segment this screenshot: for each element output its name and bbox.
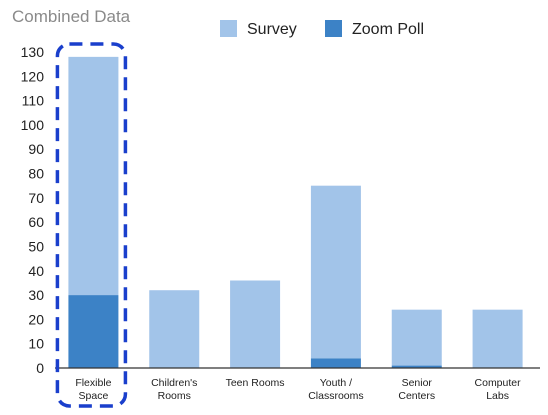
y-tick-label: 0 xyxy=(36,360,44,376)
legend-swatch-survey xyxy=(220,20,237,37)
y-tick-label: 20 xyxy=(28,311,44,327)
highlight-outline xyxy=(55,42,128,408)
bar-survey-4 xyxy=(391,309,442,366)
legend-label: Zoom Poll xyxy=(352,21,424,38)
x-tick-label: Teen Rooms xyxy=(226,377,285,389)
legend: Survey Zoom Poll xyxy=(220,20,424,38)
bar-survey-5 xyxy=(472,309,523,368)
y-axis: 0 10 20 30 40 50 60 70 80 90 100 110 120 130 xyxy=(21,44,45,376)
y-tick-label: 120 xyxy=(21,68,45,84)
bar-survey-0 xyxy=(68,56,119,296)
y-tick-label: 110 xyxy=(22,93,45,109)
y-tick-label: 130 xyxy=(21,44,45,60)
x-tick-label: Classrooms xyxy=(308,390,363,402)
x-tick-label: Senior xyxy=(402,377,433,389)
y-tick-label: 80 xyxy=(28,166,44,182)
bar-survey-1 xyxy=(149,290,200,368)
legend-swatch-zoom-poll xyxy=(325,20,342,37)
y-tick-label: 10 xyxy=(28,336,44,352)
bar-zoom-poll-3 xyxy=(310,358,361,368)
bar-zoom-poll-0 xyxy=(68,295,119,368)
bars xyxy=(68,56,523,368)
y-tick-label: 30 xyxy=(28,287,44,303)
bar-survey-2 xyxy=(230,280,281,368)
legend-label: Survey xyxy=(247,21,297,38)
x-tick-label: Flexible xyxy=(75,377,111,389)
x-tick-label: Youth / xyxy=(320,377,352,389)
y-tick-label: 100 xyxy=(21,117,45,133)
y-tick-label: 60 xyxy=(28,214,44,230)
x-tick-label: Children's xyxy=(151,377,197,389)
bar-survey-3 xyxy=(310,185,361,359)
x-tick-label: Labs xyxy=(486,390,509,402)
x-tick-label: Rooms xyxy=(158,390,191,402)
chart-title: Combined Data xyxy=(12,7,131,26)
y-tick-label: 70 xyxy=(28,190,44,206)
x-tick-label: Centers xyxy=(398,390,435,402)
highlight-group xyxy=(55,42,128,408)
y-tick-label: 50 xyxy=(28,238,44,254)
y-tick-label: 90 xyxy=(28,141,44,157)
y-tick-label: 40 xyxy=(28,263,44,279)
bar-zoom-poll-4 xyxy=(391,365,442,368)
x-tick-label: Space xyxy=(79,390,109,402)
x-tick-label: Computer xyxy=(475,377,522,389)
